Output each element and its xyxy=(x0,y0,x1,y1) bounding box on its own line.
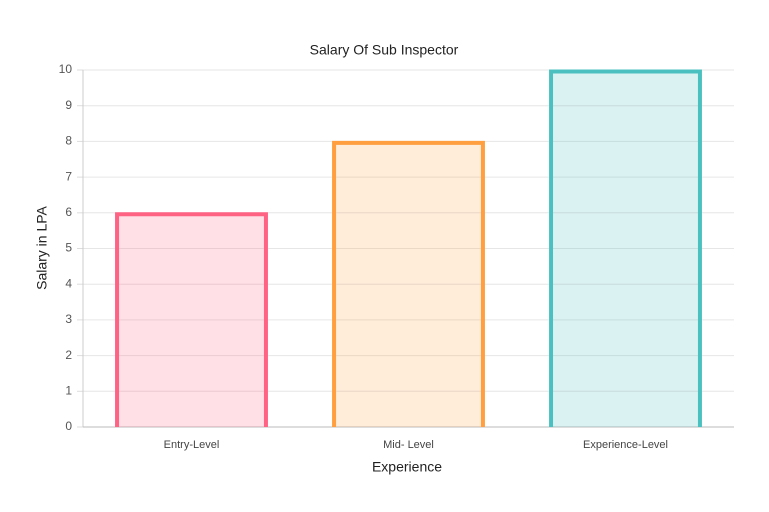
bar-border xyxy=(549,69,702,427)
x-tick-label: Experience-Level xyxy=(583,439,668,451)
y-tick-label: 2 xyxy=(65,348,72,362)
x-axis-title: Experience xyxy=(372,459,442,475)
y-tick-label: 8 xyxy=(65,134,72,148)
x-tick-label: Mid- Level xyxy=(383,439,434,451)
y-tick-label: 1 xyxy=(65,383,72,397)
y-tick-label: 6 xyxy=(65,205,72,219)
y-tick-label: 3 xyxy=(65,312,72,326)
y-tick-label: 7 xyxy=(65,169,72,183)
chart-title: Salary Of Sub Inspector xyxy=(310,42,459,58)
y-tick-label: 10 xyxy=(59,62,73,76)
bar-border xyxy=(115,212,268,427)
bar xyxy=(115,212,268,427)
y-axis-title: Salary in LPA xyxy=(34,205,50,289)
bar xyxy=(332,141,485,427)
y-tick-label: 9 xyxy=(65,98,72,112)
bar-border xyxy=(332,140,485,427)
bar xyxy=(549,70,702,427)
y-tick-label: 4 xyxy=(65,276,72,290)
x-tick-label: Entry-Level xyxy=(164,439,220,451)
y-tick-label: 0 xyxy=(65,419,72,433)
y-tick-label: 5 xyxy=(65,241,72,255)
